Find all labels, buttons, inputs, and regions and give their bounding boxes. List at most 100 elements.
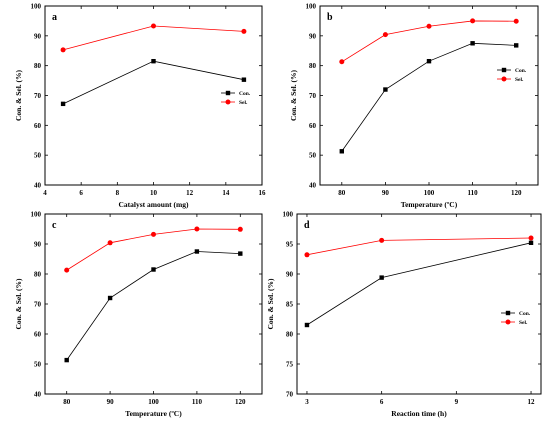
series-line-sel (306, 237, 532, 256)
y-tick-label: 90 (286, 271, 294, 279)
legend-marker (505, 319, 511, 325)
data-point-sel (470, 18, 476, 24)
data-point-con (238, 251, 243, 256)
y-tick-label: 75 (286, 361, 294, 369)
x-tick-label: 100 (424, 189, 435, 197)
series-line-con (62, 60, 244, 105)
chart-panel-b: 80 90 100 110 120 40 50 60 70 80 90 100 Temperature … (289, 3, 539, 209)
y-tick-label: 90 (34, 32, 42, 40)
data-point-sel (64, 267, 70, 273)
data-point-sel (194, 226, 200, 232)
data-point-con (151, 267, 156, 272)
chart-panel-c: 80 90 100 110 120 40 50 60 70 80 90 100 Temperature … (14, 211, 263, 418)
y-axis-label: Con. & Sel. (%) (266, 278, 275, 330)
x-tick-label: 100 (148, 398, 159, 406)
x-tick-label: 6 (380, 398, 384, 406)
data-point-con (64, 357, 69, 363)
y-axis-label: Con. & Sel. (%) (14, 278, 23, 330)
data-point-sel (107, 240, 113, 246)
y-tick-label: 40 (309, 182, 317, 190)
chart-panel-d: 3 6 9 12 70 75 80 85 90 95 100 Reaction time (h) Con… (266, 211, 542, 418)
series-line-sel (62, 25, 244, 51)
x-tick-label: 12 (528, 398, 536, 406)
y-tick-label: 50 (34, 152, 42, 160)
y-tick-label: 60 (309, 122, 317, 130)
x-axis-label: Temperature (ºC) (401, 200, 458, 209)
data-point-sel (382, 32, 388, 38)
legend: Con. Sel. (501, 310, 531, 326)
x-tick-label: 110 (468, 189, 479, 197)
legend-label: Sel. (515, 77, 524, 83)
panel-label: c (52, 220, 57, 231)
x-tick-label: 110 (192, 398, 203, 406)
data-point-con (514, 43, 519, 48)
data-point-con (107, 295, 113, 301)
data-point-sel (241, 28, 247, 34)
y-tick-label: 100 (283, 211, 294, 219)
y-tick-label: 70 (309, 92, 317, 100)
y-tick-label: 80 (309, 62, 317, 70)
x-tick-label: 10 (150, 189, 158, 197)
data-point-con (426, 58, 432, 64)
series-line-con (306, 242, 532, 326)
x-tick-label: 90 (107, 398, 115, 406)
x-tick-label: 6 (79, 189, 83, 197)
legend-marker (505, 310, 511, 316)
data-point-con (470, 41, 475, 46)
plot-frame (44, 213, 263, 395)
y-tick-label: 50 (34, 361, 42, 369)
y-tick-label: 100 (306, 3, 317, 11)
y-tick-label: 85 (286, 301, 294, 309)
data-point-sel (379, 237, 385, 243)
x-tick-label: 12 (186, 189, 194, 197)
data-point-con (383, 87, 388, 92)
x-axis-label: Reaction time (h) (391, 409, 447, 418)
plot-frame (319, 5, 539, 186)
y-tick-label: 60 (34, 122, 42, 130)
x-tick-label: 14 (222, 189, 230, 197)
y-tick-label: 40 (34, 182, 42, 190)
y-tick-label: 80 (34, 62, 42, 70)
y-tick-label: 40 (34, 391, 42, 399)
data-point-sel (151, 231, 156, 237)
y-tick-label: 80 (34, 271, 42, 279)
x-tick-label: 90 (382, 189, 390, 197)
y-axis-label: Con. & Sel. (%) (14, 69, 23, 121)
data-point-sel (151, 23, 156, 29)
y-tick-label: 70 (286, 391, 294, 399)
legend: Con. Sel. (497, 67, 527, 83)
legend-label: Con. (515, 68, 527, 74)
plot-frame (44, 5, 263, 186)
legend-marker (225, 90, 231, 96)
data-point-sel (513, 18, 519, 24)
chart-panel-a: 4 6 8 10 12 14 16 40 50 60 70 80 90 100 Catalyst amoun… (14, 3, 266, 210)
data-point-con (339, 149, 344, 154)
y-tick-label: 100 (31, 211, 42, 219)
x-tick-label: 16 (259, 189, 267, 197)
x-tick-label: 9 (455, 398, 459, 406)
y-axis-label: Con. & Sel. (%) (289, 69, 298, 121)
y-tick-label: 50 (309, 152, 317, 160)
data-point-con (304, 322, 310, 328)
y-tick-label: 70 (34, 92, 42, 100)
data-point-sel (304, 252, 310, 258)
data-point-sel (339, 59, 345, 65)
x-tick-label: 80 (338, 189, 346, 197)
legend-label: Con. (239, 91, 251, 97)
legend-label: Con. (519, 311, 531, 317)
y-tick-label: 80 (286, 331, 294, 339)
x-tick-label: 120 (511, 189, 522, 197)
data-point-sel (426, 23, 432, 29)
y-tick-label: 95 (286, 241, 294, 249)
data-point-sel (60, 47, 66, 53)
x-tick-label: 8 (116, 189, 120, 197)
legend-marker (225, 99, 231, 105)
y-tick-label: 100 (31, 3, 42, 11)
x-tick-label: 120 (235, 398, 246, 406)
data-point-con (60, 101, 66, 107)
legend: Con. Sel. (221, 90, 251, 106)
data-point-sel (528, 235, 534, 241)
data-point-con (194, 249, 200, 254)
x-axis-label: Catalyst amount (mg) (119, 200, 189, 209)
